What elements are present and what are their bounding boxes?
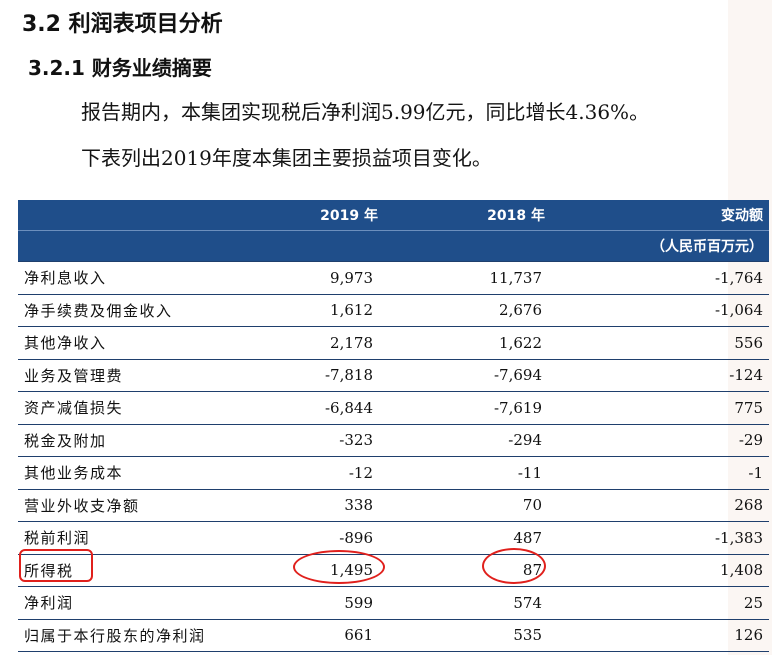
row-label: 所得税 [24,561,74,580]
value-2018: 2,676 [499,301,542,320]
value-change: -1,383 [714,528,763,547]
value-2018: 487 [513,528,542,547]
value-change: 126 [734,626,763,645]
value-2018: 11,737 [489,268,543,287]
table-row: 税前利润 -896 487 -1,383 [18,521,769,554]
table-intro-paragraph: 下表列出2019年度本集团主要损益项目变化。 [81,146,492,170]
value-2019: -896 [339,528,373,547]
value-2019: -323 [339,431,373,450]
value-2018: 574 [513,593,542,612]
table-row: 业务及管理费 -7,818 -7,694 -124 [18,358,769,392]
value-change: 268 [734,496,763,515]
table-row: 净利息收入 9,973 11,737 -1,764 [18,261,769,294]
table-row: 营业外收支净额 338 70 268 [18,488,769,522]
row-label: 税金及附加 [24,431,107,450]
table-row: 所得税 1,495 87 1,408 [18,553,769,587]
row-label: 税前利润 [24,529,91,548]
value-change: -1,764 [714,268,763,287]
value-2018: 535 [513,626,542,645]
table-row: 税金及附加 -323 -294 -29 [18,423,769,457]
row-label: 营业外收支净额 [24,496,140,515]
value-change: 775 [734,398,763,417]
value-2018: -294 [508,431,542,450]
table-row: 归属于本行股东的净利润 661 535 126 [18,618,769,652]
page-margin-band [728,0,772,655]
value-2019: 338 [344,496,373,515]
value-2019: -7,818 [324,366,373,385]
value-change: 556 [734,333,763,352]
row-label: 净利润 [24,594,74,613]
value-2019: 599 [344,593,373,612]
value-2019: -6,844 [324,398,373,417]
table-row: 资产减值损失 -6,844 -7,619 775 [18,391,769,424]
value-2018: -11 [517,463,542,482]
value-change: -1 [748,463,763,482]
row-label: 其他净收入 [24,334,107,353]
value-2018: 1,622 [499,333,542,352]
row-label: 其他业务成本 [24,464,124,483]
summary-paragraph: 报告期内，本集团实现税后净利润5.99亿元，同比增长4.36%。 [81,100,650,124]
header-unit: （人民币百万元） [651,239,763,255]
table-row: 净利润 599 574 25 [18,586,769,619]
header-2019: 2019 年 [320,208,378,224]
income-tax-2019-highlight [293,550,385,584]
row-label: 净手续费及佣金收入 [24,301,173,320]
value-2019: 661 [344,626,373,645]
row-label: 净利息收入 [24,269,107,288]
value-2018: -7,619 [493,398,542,417]
header-change: 变动额 [721,208,763,224]
income-tax-2018-highlight [482,548,546,584]
value-2018: 70 [522,496,542,515]
value-2019: 2,178 [330,333,373,352]
header-2018: 2018 年 [487,208,545,224]
row-label: 资产减值损失 [24,399,124,418]
table-row: 其他业务成本 -12 -11 -1 [18,456,769,489]
row-label: 归属于本行股东的净利润 [24,626,206,645]
table-row: 净手续费及佣金收入 1,612 2,676 -1,064 [18,293,769,327]
value-2019: -12 [348,463,373,482]
value-change: -29 [738,431,763,450]
subsection-heading: 3.2.1 财务业绩摘要 [28,56,212,80]
income-statement-table: 2019 年 2018 年 变动额 （人民币百万元） 净利息收入 9,973 1… [18,200,769,652]
value-2019: 9,973 [330,268,373,287]
header-row-unit: （人民币百万元） [18,230,769,261]
income-tax-label-highlight [19,549,93,582]
header-row-years: 2019 年 2018 年 变动额 [18,200,769,230]
value-change: 1,408 [720,561,763,580]
table-row: 其他净收入 2,178 1,622 556 [18,326,769,359]
value-2018: -7,694 [493,366,542,385]
row-label: 业务及管理费 [24,366,124,385]
value-2019: 1,612 [330,301,373,320]
table-body: 净利息收入 9,973 11,737 -1,764 净手续费及佣金收入 1,61… [18,261,769,652]
value-change: -124 [729,366,763,385]
table-header: 2019 年 2018 年 变动额 （人民币百万元） [18,200,769,261]
section-heading: 3.2 利润表项目分析 [22,12,223,37]
value-change: 25 [743,593,763,612]
value-change: -1,064 [714,301,763,320]
